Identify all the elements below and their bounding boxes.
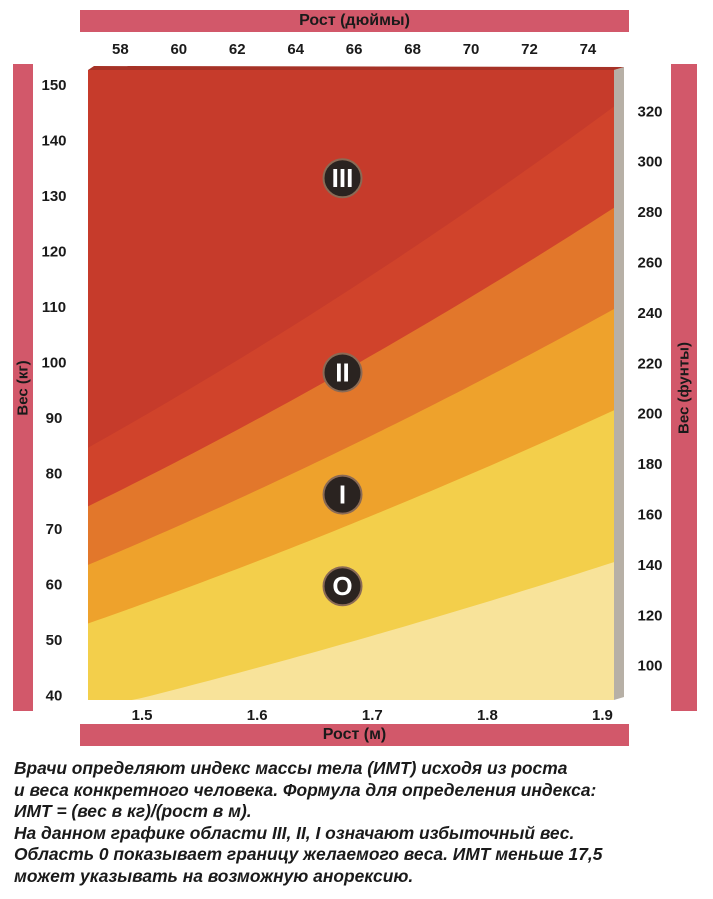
zone-badge: II <box>322 352 363 393</box>
zone-badge: O <box>322 566 363 607</box>
y-right-tick-label: 200 <box>637 406 662 423</box>
y-right-tick-label: 240 <box>637 305 662 322</box>
x-top-ticks: 58 60 62 64 66 68 70 72 74 <box>112 41 597 58</box>
y-right-tick-label: 300 <box>637 154 662 171</box>
zone-label: III <box>332 163 354 193</box>
y-right-tick-label: 100 <box>637 658 662 675</box>
y-right-tick-label: 160 <box>637 507 662 524</box>
zone-badge-circle <box>322 474 363 515</box>
caption-line: ИМТ = (вес в кг)/(рост в м). <box>14 801 252 821</box>
x-bottom-ticks: 1.5 1.6 1.7 1.8 1.9 <box>132 707 613 724</box>
x-top-tick-label: 58 <box>112 41 129 58</box>
zone-badge-circle <box>322 352 363 393</box>
x-top-tick-label: 70 <box>463 41 480 58</box>
zone-label: II <box>335 358 349 388</box>
board-side <box>614 67 624 700</box>
x-top-tick-label: 66 <box>346 41 363 58</box>
y-left-tick-label: 60 <box>46 576 63 593</box>
zone-badge-circle <box>322 566 363 607</box>
y-left-tick-label: 130 <box>41 188 66 205</box>
y-right-tick-label: 260 <box>637 255 662 272</box>
y-right-ticks: 100 120 140 160 180 200 220 240 260 280 300 320 <box>637 103 662 674</box>
y-right-axis-band: Вес (фунты) <box>671 64 697 711</box>
caption-line: На данном графике области III, II, I озн… <box>14 822 575 843</box>
zone-badge: III <box>322 158 363 199</box>
zone-badge: I <box>322 474 363 515</box>
y-left-tick-label: 120 <box>41 243 66 260</box>
zone-badge-circle <box>322 158 363 199</box>
y-left-tick-label: 110 <box>42 299 66 316</box>
y-left-tick-label: 90 <box>46 410 63 427</box>
x-bottom-tick-label: 1.8 <box>477 707 498 724</box>
x-top-tick-label: 64 <box>287 41 304 58</box>
x-bottom-tick-label: 1.7 <box>362 707 383 724</box>
x-top-axis-band: Рост (дюймы) <box>80 10 629 32</box>
x-top-tick-label: 60 <box>170 41 187 58</box>
y-right-tick-label: 280 <box>637 204 662 221</box>
y-left-axis-band: Вес (кг) <box>13 64 33 711</box>
y-left-tick-label: 80 <box>46 465 63 482</box>
caption-line: Врачи определяют индекс массы тела (ИМТ)… <box>14 758 568 778</box>
board-top <box>88 66 624 70</box>
zone-label: O <box>332 571 352 601</box>
y-right-tick-label: 120 <box>637 607 662 624</box>
caption-line: Область 0 показывает границу желаемого в… <box>14 844 603 864</box>
y-left-tick-label: 150 <box>41 77 66 94</box>
x-bottom-tick-label: 1.5 <box>132 707 153 724</box>
y-left-tick-label: 100 <box>41 354 66 371</box>
x-top-tick-label: 62 <box>229 41 246 58</box>
x-top-tick-label: 72 <box>521 41 538 58</box>
y-left-tick-label: 50 <box>46 632 63 649</box>
caption: Врачи определяют индекс массы тела (ИМТ)… <box>14 758 704 887</box>
zone-label: I <box>339 480 346 510</box>
x-top-tick-label: 74 <box>580 41 597 58</box>
caption-line: и веса конкретного человека. Формула для… <box>14 779 597 800</box>
x-bottom-axis-band: Рост (м) <box>80 724 629 746</box>
y-right-tick-label: 320 <box>637 103 662 120</box>
y-left-tick-label: 140 <box>41 132 66 149</box>
x-bottom-axis-title: Рост (м) <box>322 726 387 743</box>
y-left-tick-label: 40 <box>46 687 63 704</box>
y-left-tick-label: 70 <box>46 521 63 538</box>
y-right-tick-label: 140 <box>637 557 662 574</box>
y-right-tick-label: 180 <box>637 456 662 473</box>
region-above-40 <box>88 70 614 448</box>
caption-line: может указывать на возможную анорексию. <box>14 865 414 886</box>
x-top-tick-label: 68 <box>404 41 421 58</box>
y-right-tick-label: 220 <box>637 355 662 372</box>
y-left-ticks: 40 50 60 70 80 90 100 110 120 130 140 150 <box>41 77 66 705</box>
x-bottom-tick-label: 1.6 <box>247 707 268 724</box>
x-top-axis-title: Рост (дюймы) <box>299 12 410 29</box>
x-bottom-tick-label: 1.9 <box>592 707 613 724</box>
